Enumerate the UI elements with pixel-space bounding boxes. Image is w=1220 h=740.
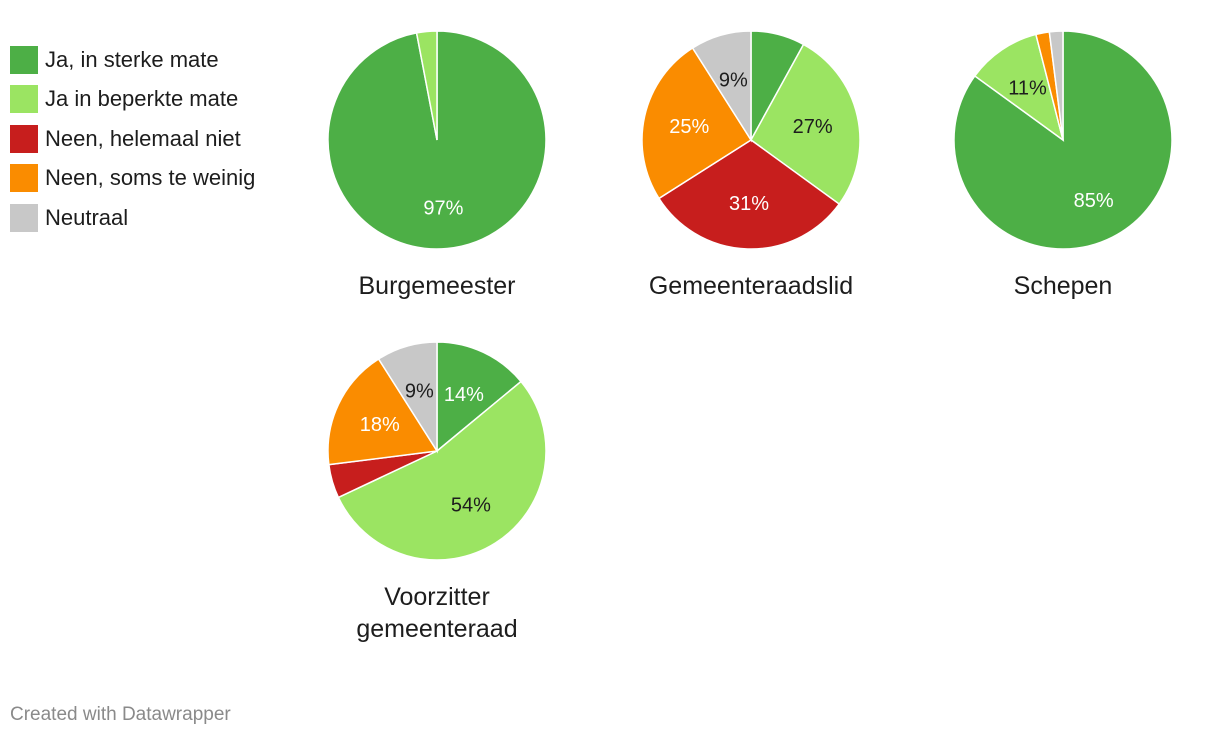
pie-chart-schepen: 85% 11% Schepen [953, 30, 1173, 300]
slice-value-label: 18% [360, 414, 400, 436]
pie-slice-ja-in-beperkte-mate [973, 33, 1065, 142]
pie-slice-neen-soms-te-weinig [641, 46, 753, 200]
legend-item-ja-sterke-mate: Ja, in sterke mate [10, 40, 255, 80]
legend-swatch [10, 203, 38, 232]
legend-swatch [10, 124, 38, 153]
slice-value-label: 14% [444, 384, 484, 406]
legend-label: Neen, soms te weinig [45, 165, 256, 191]
chart-title: Voorzitter gemeenteraad [356, 583, 517, 643]
slice-value-label: 25% [669, 116, 709, 138]
legend-item-ja-beperkte-mate: Ja in beperkte mate [10, 80, 255, 120]
credit-footer: Created with Datawrapper [10, 704, 231, 725]
legend-item-neutraal: Neutraal [10, 198, 255, 238]
pie-slice-ja-in-sterke-mate [953, 30, 1173, 250]
pie-chart-gemeenteraadslid: 27% 31% 25% 9% Gemeenteraadslid [641, 30, 861, 300]
slice-value-label: 11% [1008, 78, 1047, 100]
pie-chart-voorzitter-gemeenteraad: 14% 54% 18%9% Voorzitter gemeenteraad [327, 341, 547, 643]
slice-value-label: 31% [729, 193, 769, 215]
pie-slice-ja-in-beperkte-mate [337, 380, 547, 561]
slice-value-label: 9% [405, 380, 434, 402]
legend-label: Ja, in sterke mate [45, 46, 219, 72]
pie-slice-neutraal [1048, 30, 1064, 141]
pie-slice-neen-helemaal-niet [657, 139, 841, 250]
pie-slice-neen-soms-te-weinig [327, 357, 439, 466]
pie-slice-neutraal [377, 341, 438, 454]
legend-swatch [10, 45, 38, 74]
pie-slice-ja-in-beperkte-mate [415, 30, 438, 141]
slice-value-label: 85% [1074, 190, 1114, 212]
legend-label: Neutraal [45, 204, 129, 230]
slice-value-label: 27% [793, 116, 833, 138]
legend-label: Ja in beperkte mate [45, 86, 239, 112]
pie-slice-neutraal [691, 30, 752, 143]
slice-value-label: 54% [451, 494, 491, 516]
legend-item-neen-helemaal-niet: Neen, helemaal niet [10, 119, 255, 159]
slice-value-label: 9% [719, 69, 748, 91]
legend-swatch [10, 164, 38, 193]
pie-slice-ja-in-beperkte-mate [750, 43, 861, 206]
chart-title: Gemeenteraadslid [649, 272, 853, 300]
pie-chart-burgemeester: 97% Burgemeester [327, 30, 547, 300]
slice-value-label: 97% [423, 197, 463, 219]
pie-slice-ja-in-sterke-mate [436, 341, 523, 453]
legend-swatch [10, 85, 38, 114]
legend: Ja, in sterke mate Ja in beperkte mate N… [10, 40, 255, 238]
legend-item-neen-soms-te-weinig: Neen, soms te weinig [10, 159, 255, 199]
chart-title: Burgemeester [358, 272, 515, 300]
legend-label: Neen, helemaal niet [45, 125, 241, 151]
chart-title: Schepen [1014, 272, 1113, 300]
